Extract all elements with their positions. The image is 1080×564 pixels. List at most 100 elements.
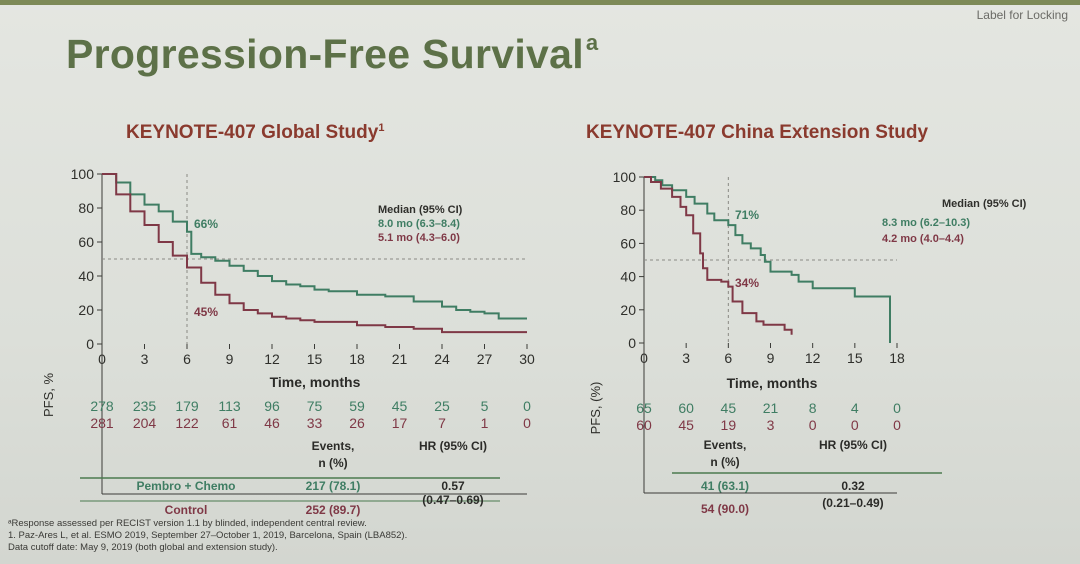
footnotes: ᵃResponse assessed per RECIST version 1.…	[8, 518, 407, 554]
china-risk-control: 3	[767, 417, 775, 433]
global-risk-pembro: 179	[175, 398, 199, 414]
global-row-pembro-events: 217 (78.1)	[306, 479, 361, 493]
global-risk-control: 7	[438, 415, 446, 431]
global-risk-pembro: 113	[218, 398, 241, 414]
china-x-tick-label: 3	[682, 350, 690, 366]
china-events-header-2: n (%)	[710, 455, 739, 469]
china-risk-pembro: 4	[851, 400, 859, 416]
china-risk-pembro: 21	[763, 400, 779, 416]
china-km-chart: PFS, (%) Time, months Median (95% CI) 8.…	[588, 169, 1027, 516]
global-x-tick-label: 0	[98, 351, 106, 367]
global-curve-pembro	[102, 173, 527, 320]
china-y-axis-label: PFS, (%)	[588, 382, 603, 435]
china-y-tick-label: 60	[620, 235, 636, 251]
global-risk-control: 122	[175, 415, 199, 431]
footnote-response: ᵃResponse assessed per RECIST version 1.…	[8, 518, 367, 529]
global-study-title-superscript: 1	[378, 122, 385, 134]
china-x-tick-label: 18	[889, 350, 905, 366]
china-y-tick-label: 20	[620, 302, 636, 318]
global-y-axis-label: PFS, %	[41, 373, 56, 418]
global-x-tick-label: 3	[141, 351, 149, 367]
global-risk-control: 26	[349, 415, 365, 431]
china-risk-control: 45	[678, 417, 694, 433]
global-y-tick-label: 40	[78, 268, 94, 284]
china-pct-control-label: 34%	[735, 276, 759, 290]
global-risk-pembro: 0	[523, 398, 531, 414]
page-title: Progression-Free Survivala	[66, 30, 598, 78]
global-risk-pembro: 96	[264, 398, 280, 414]
global-risk-control: 61	[222, 415, 238, 431]
global-risk-control: 204	[133, 415, 157, 431]
china-pct-pembro-label: 71%	[735, 208, 759, 222]
china-y-tick-label: 80	[620, 202, 636, 218]
china-row-pembro-events: 41 (63.1)	[701, 479, 749, 493]
global-median-header: Median (95% CI)	[378, 204, 463, 216]
lock-label: Label for Locking	[976, 8, 1068, 22]
global-study-title-text: KEYNOTE-407 Global Study	[126, 122, 379, 143]
global-y-tick-label: 100	[71, 166, 95, 182]
china-curve-pembro	[644, 176, 891, 343]
global-median-control: 5.1 mo (4.3–6.0)	[378, 232, 460, 244]
global-pct-control-label: 45%	[194, 305, 218, 319]
china-risk-pembro: 0	[893, 400, 901, 416]
china-risk-control: 19	[721, 417, 737, 433]
china-events-header-1: Events,	[704, 438, 747, 452]
china-y-tick-label: 40	[620, 269, 636, 285]
global-risk-control: 46	[264, 415, 280, 431]
china-risk-pembro: 45	[721, 400, 737, 416]
global-y-tick-label: 0	[86, 336, 94, 352]
china-median-header: Median (95% CI)	[942, 198, 1027, 210]
global-events-header-2: n (%)	[318, 456, 347, 470]
global-risk-control: 33	[307, 415, 323, 431]
global-hr-header: HR (95% CI)	[419, 439, 487, 453]
global-risk-control: 17	[392, 415, 408, 431]
china-risk-pembro: 60	[678, 400, 694, 416]
china-x-tick-label: 6	[724, 350, 732, 366]
china-x-axis-label: Time, months	[727, 375, 818, 391]
global-row-pembro-label: Pembro + Chemo	[136, 479, 235, 493]
global-risk-pembro: 25	[434, 398, 450, 414]
china-x-tick-label: 9	[767, 350, 775, 366]
china-study-title: KEYNOTE-407 China Extension Study	[586, 122, 929, 143]
global-curve-control	[102, 173, 527, 334]
global-events-header-1: Events,	[312, 439, 355, 453]
china-y-tick-label: 100	[613, 169, 637, 185]
china-risk-pembro: 8	[809, 400, 817, 416]
china-hr-value: 0.32	[841, 479, 865, 493]
global-risk-pembro: 75	[307, 398, 323, 414]
global-x-tick-label: 6	[183, 351, 191, 367]
china-curve-control	[644, 176, 793, 335]
china-row-control-events: 54 (90.0)	[701, 502, 749, 516]
global-risk-control: 281	[90, 415, 114, 431]
china-risk-control: 0	[851, 417, 859, 433]
global-x-axis-label: Time, months	[270, 374, 361, 390]
global-x-tick-label: 21	[392, 351, 408, 367]
china-x-tick-label: 12	[805, 350, 821, 366]
global-risk-pembro: 45	[392, 398, 408, 414]
footnote-reference: 1. Paz-Ares L, et al. ESMO 2019, Septemb…	[8, 530, 408, 541]
global-y-tick-label: 80	[78, 200, 94, 216]
china-risk-control: 0	[809, 417, 817, 433]
global-pct-pembro-label: 66%	[194, 217, 218, 231]
global-hr-value: 0.57	[441, 479, 465, 493]
footnote-cutoff: Data cutoff date: May 9, 2019 (both glob…	[8, 542, 278, 553]
global-study-title: KEYNOTE-407 Global Study1	[126, 122, 384, 144]
global-row-control-events: 252 (89.7)	[306, 503, 361, 517]
china-hr-header: HR (95% CI)	[819, 438, 887, 452]
global-risk-pembro: 278	[90, 398, 114, 414]
china-x-tick-label: 0	[640, 350, 648, 366]
global-x-tick-label: 9	[226, 351, 234, 367]
china-median-control: 4.2 mo (4.0–4.4)	[882, 233, 964, 245]
china-risk-pembro: 65	[636, 400, 652, 416]
global-x-tick-label: 30	[519, 351, 535, 367]
global-risk-pembro: 5	[481, 398, 489, 414]
global-hr-ci: (0.47–0.69)	[422, 493, 483, 507]
china-risk-control: 60	[636, 417, 652, 433]
global-x-tick-label: 18	[349, 351, 365, 367]
global-x-tick-label: 15	[307, 351, 323, 367]
china-hr-ci: (0.21–0.49)	[822, 496, 883, 510]
global-x-tick-label: 27	[477, 351, 493, 367]
global-km-chart: PFS, % Time, months Median (95% CI) 8.0 …	[41, 166, 535, 517]
global-risk-control: 0	[523, 415, 531, 431]
